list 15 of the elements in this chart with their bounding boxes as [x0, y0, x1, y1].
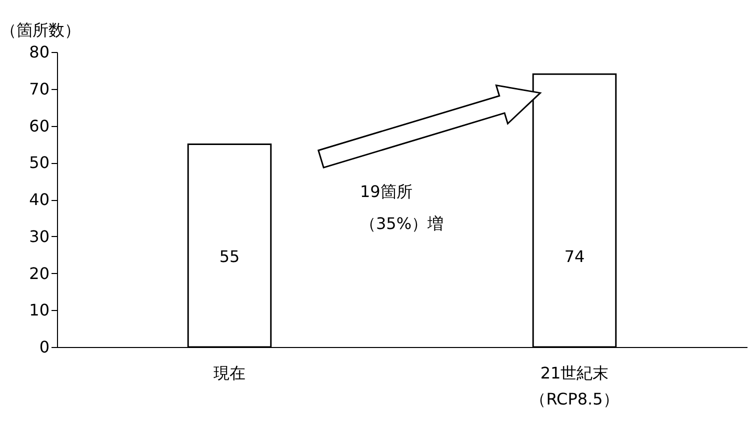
- y-tick-label: 80: [29, 42, 50, 62]
- y-tick-label: 50: [29, 153, 50, 172]
- y-tick-label: 20: [29, 264, 50, 283]
- annotation: 19箇所（35%）増: [360, 182, 444, 233]
- y-tick-label: 60: [29, 116, 50, 136]
- y-axis-title: （箇所数）: [0, 20, 80, 40]
- x-tick-label: 21世紀末（RCP8.5）: [530, 364, 619, 408]
- y-tick-label: 0: [39, 338, 50, 356]
- data-label: 55: [219, 247, 240, 266]
- y-tick-label: 40: [29, 190, 50, 209]
- x-tick-label: 現在: [214, 364, 246, 382]
- data-label: 74: [564, 247, 585, 266]
- y-tick-label: 30: [29, 226, 50, 246]
- y-tick-label: 70: [29, 79, 50, 98]
- y-tick-label: 10: [29, 300, 50, 320]
